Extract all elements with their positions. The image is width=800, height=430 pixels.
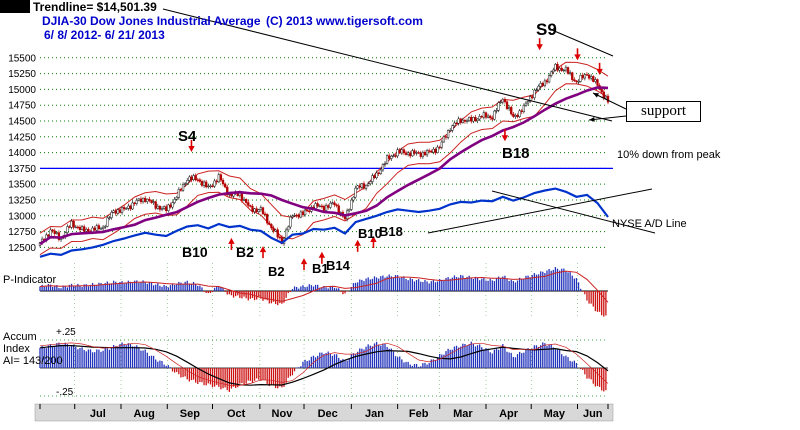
svg-text:Dec: Dec <box>318 408 338 420</box>
svg-text:12750: 12750 <box>8 227 36 238</box>
signal-label-b18: B18 <box>379 224 403 239</box>
svg-text:Oct: Oct <box>227 408 246 420</box>
svg-text:14500: 14500 <box>8 116 36 127</box>
window-corner-box <box>0 0 30 13</box>
svg-text:12500: 12500 <box>8 243 36 254</box>
p-indicator-label: P-Indicator <box>3 274 57 286</box>
signal-label-b2: B2 <box>268 264 285 279</box>
signal-label-b10: B10 <box>358 226 382 241</box>
accum-label-line1: Accum <box>3 331 37 343</box>
support-label: support <box>641 103 686 119</box>
chart-title: DJIA-30 Dow Jones Industrial Average <box>42 14 261 28</box>
p-indicator-panel <box>39 263 609 319</box>
svg-text:Jun: Jun <box>583 408 603 420</box>
month-axis: Jul Aug Sep Oct Nov Dec Jan Feb Mar Apr May Jun <box>34 403 614 422</box>
svg-text:13750: 13750 <box>8 164 36 175</box>
signal-label-b1: B1 <box>312 261 329 276</box>
svg-text:15500: 15500 <box>8 53 36 64</box>
svg-text:14250: 14250 <box>8 132 36 143</box>
svg-text:13000: 13000 <box>8 211 36 222</box>
signal-label-b10: B10 <box>182 244 208 260</box>
moving-average-line <box>39 86 609 246</box>
svg-text:14750: 14750 <box>8 101 36 112</box>
svg-text:15000: 15000 <box>8 85 36 96</box>
signal-label-b14: B14 <box>326 258 350 273</box>
support-callout: support <box>626 101 701 122</box>
date-range-label: 6/ 8/ 2012- 6/ 21/ 2013 <box>44 28 165 42</box>
signal-label-s9: S9 <box>536 20 557 39</box>
svg-text:13500: 13500 <box>8 180 36 191</box>
plus-25-label: +.25 <box>56 327 76 338</box>
svg-text:Apr: Apr <box>499 408 519 420</box>
svg-text:13250: 13250 <box>8 195 36 206</box>
accum-index-panel <box>39 336 609 400</box>
nyse-ad-line-label: NYSE A/D Line <box>612 218 687 230</box>
trendlines <box>162 8 656 234</box>
signal-label-b2: B2 <box>236 244 254 260</box>
y-axis-labels: 15500 15250 15000 14750 14500 14250 14000 13750… <box>8 53 36 254</box>
svg-text:Aug: Aug <box>133 408 154 420</box>
trendline-value-label: Trendline= $14,501.39 <box>33 0 157 14</box>
svg-text:Jul: Jul <box>90 408 106 420</box>
svg-text:Feb: Feb <box>409 408 429 420</box>
support-arrows <box>588 92 627 122</box>
accum-label-line2: Index <box>3 343 30 355</box>
svg-text:14000: 14000 <box>8 148 36 159</box>
signal-label-b18: B18 <box>502 145 530 162</box>
svg-text:Mar: Mar <box>453 408 473 420</box>
svg-text:Sep: Sep <box>180 408 200 420</box>
ad-line <box>39 187 609 258</box>
signal-arrows <box>188 38 603 271</box>
copyright-label: (C) 2013 www.tigersoft.com <box>266 14 423 28</box>
trading-bands <box>39 61 609 256</box>
svg-text:Nov: Nov <box>272 408 294 420</box>
ten-percent-down-label: 10% down from peak <box>617 149 721 161</box>
minus-25-label: -.25 <box>56 387 74 398</box>
accum-ai-value: AI= 143/200 <box>3 355 63 367</box>
svg-text:May: May <box>544 408 566 420</box>
svg-text:15250: 15250 <box>8 69 36 80</box>
svg-text:Jan: Jan <box>365 408 384 420</box>
signal-label-s4: S4 <box>178 128 197 145</box>
